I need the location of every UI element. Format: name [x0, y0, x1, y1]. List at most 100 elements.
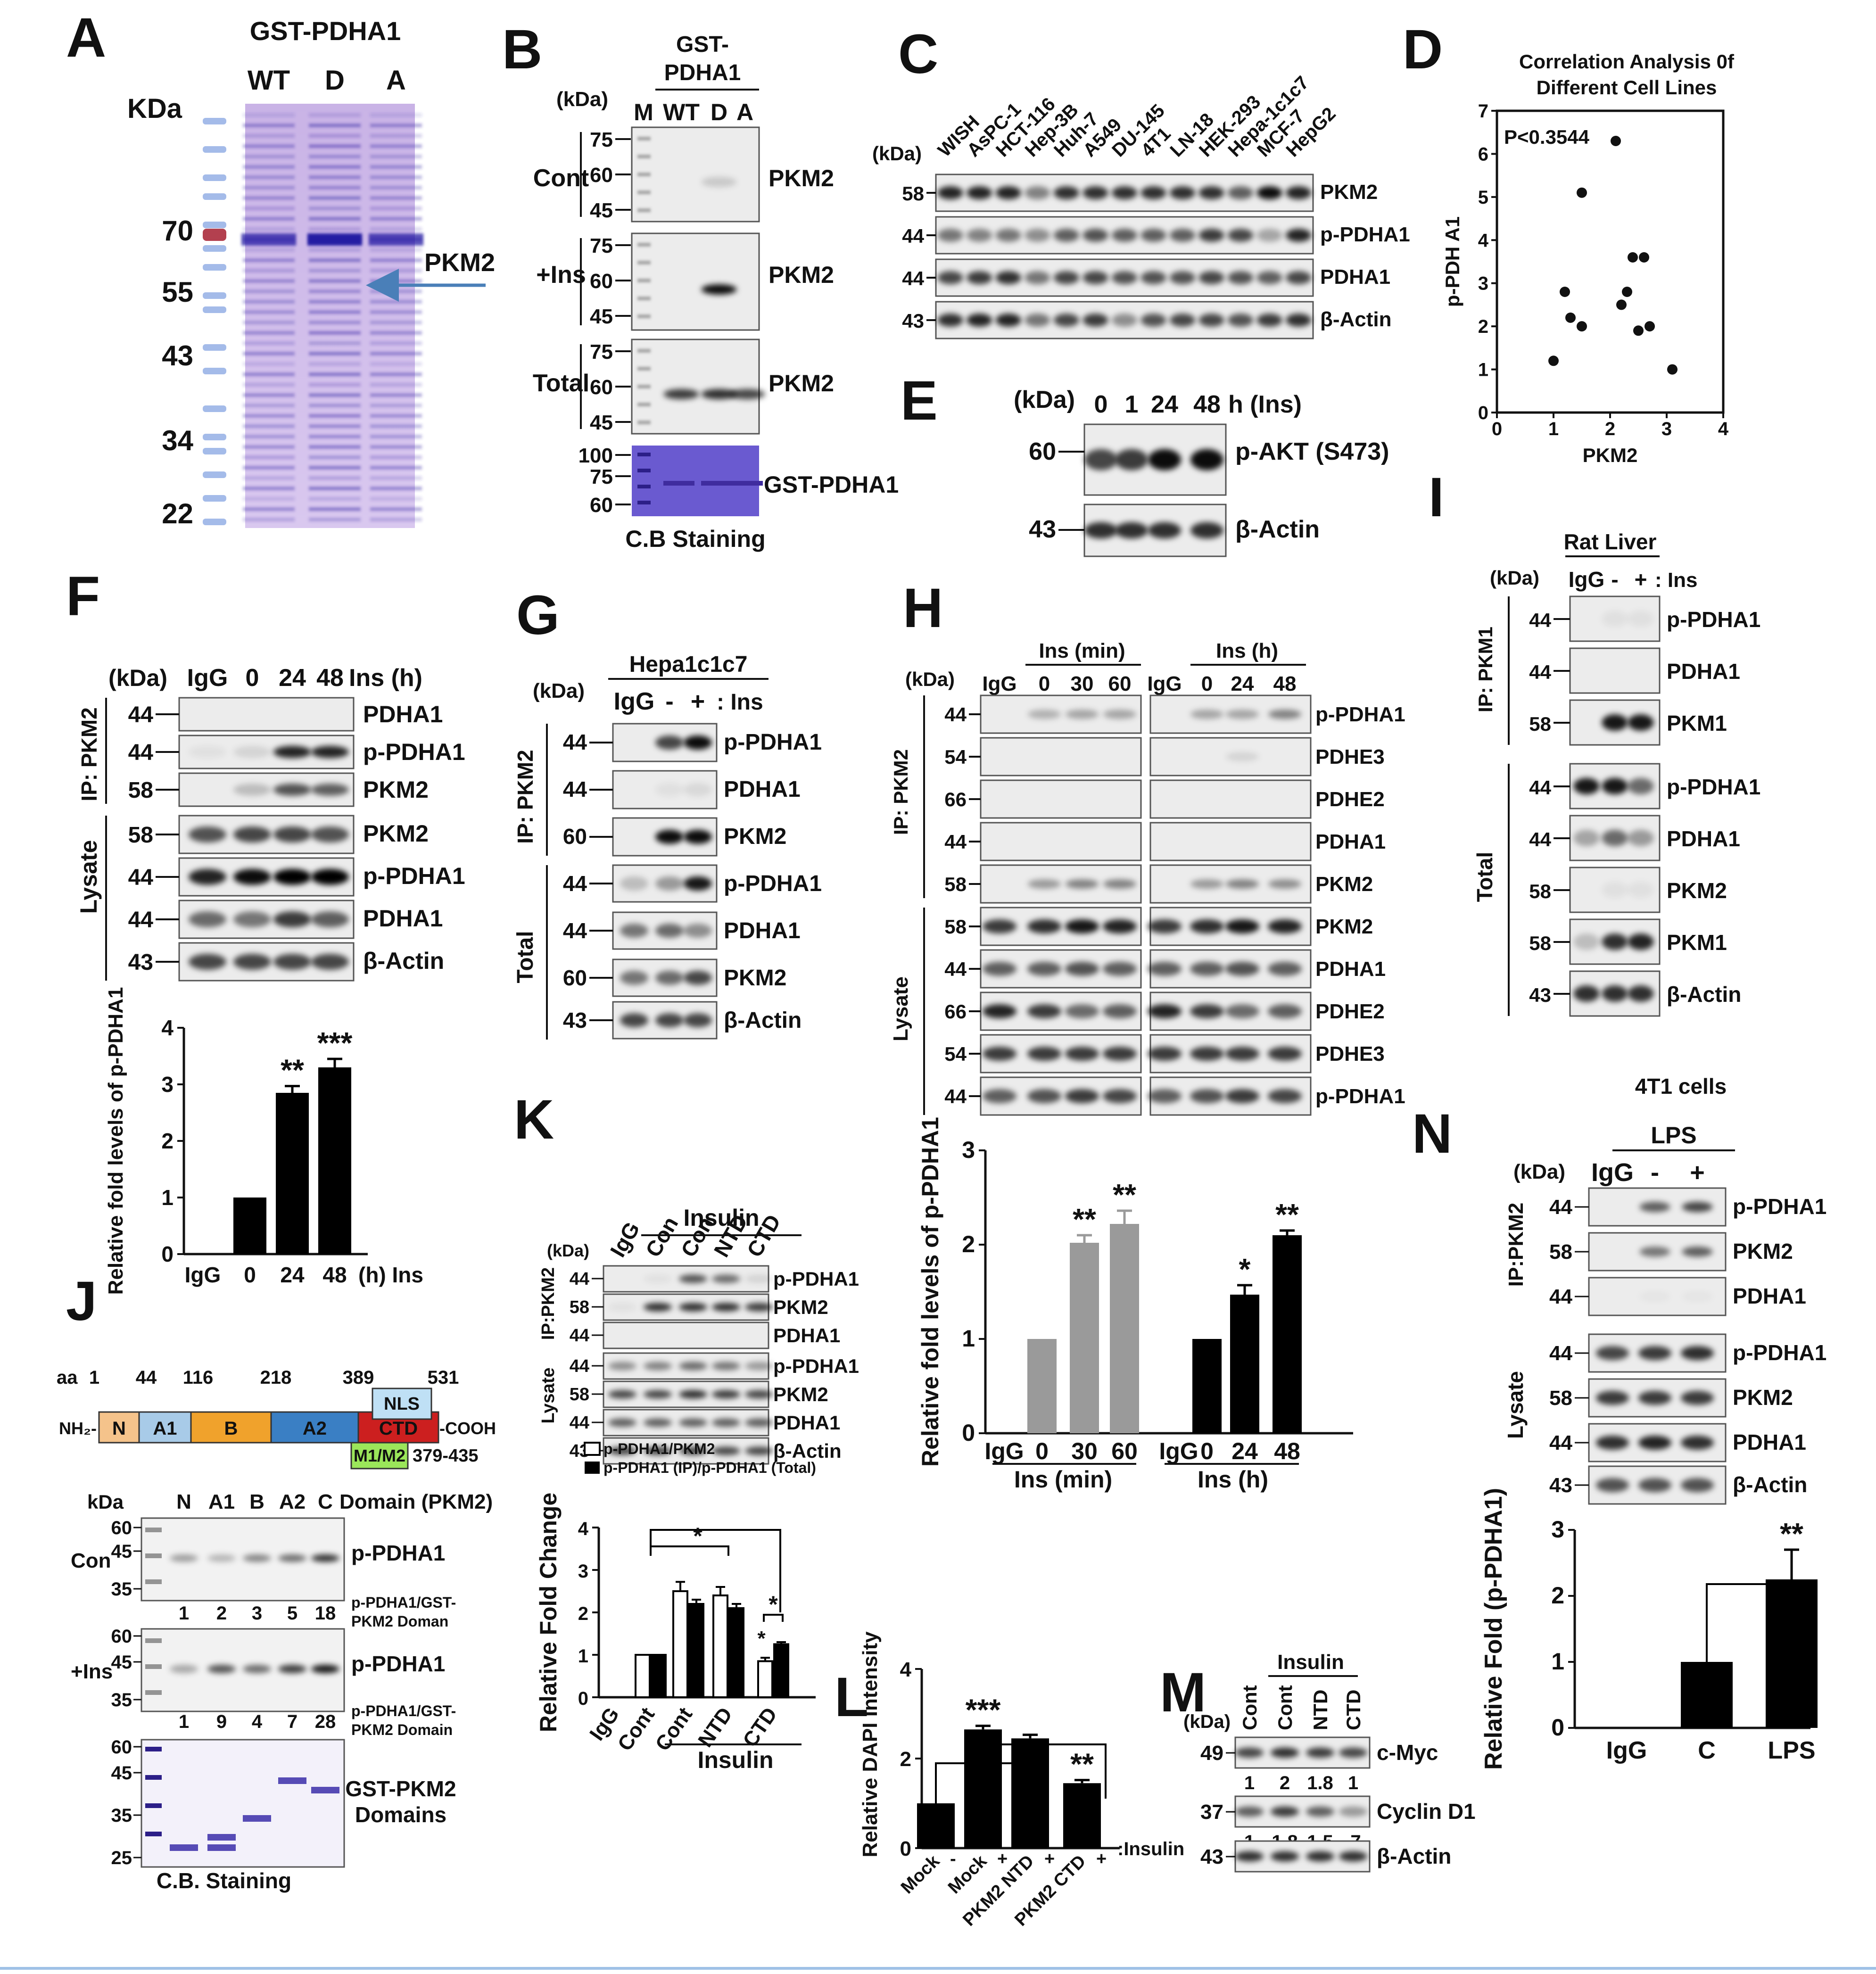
band: [1083, 186, 1108, 199]
band: [1084, 522, 1117, 539]
lane-label: 0: [1039, 672, 1050, 695]
gel-band: [309, 424, 361, 428]
kda-marker: 44: [1529, 609, 1551, 631]
blot-label: PKM2: [1315, 915, 1373, 938]
band: [1640, 1291, 1670, 1302]
gel-band: [370, 383, 422, 387]
ladder-band: [637, 403, 651, 406]
gel-band: [309, 217, 361, 221]
band: [1225, 1047, 1259, 1061]
kda-marker: 44: [944, 1085, 967, 1107]
band: [644, 1274, 672, 1283]
band: [1066, 710, 1099, 719]
scatter-point: [1548, 355, 1559, 366]
kda-marker: 60: [111, 1518, 132, 1538]
gel-band: [309, 518, 361, 521]
gel-band: [243, 248, 295, 252]
unit-label: (kDa): [108, 665, 167, 691]
y-axis-label: Relative Fold Change: [535, 1493, 562, 1732]
gel-band: [243, 134, 295, 138]
kda-marker: 43: [128, 950, 153, 975]
gel-band: [309, 352, 361, 355]
kda-marker: 58: [1529, 713, 1551, 735]
group-label: Ins (min): [1014, 1466, 1112, 1493]
band: [1028, 879, 1061, 889]
lane-label: A: [386, 65, 406, 96]
ladder-band: [145, 1553, 162, 1558]
ladder-band: [637, 261, 651, 264]
unit-label: (kDa): [533, 679, 585, 702]
blot-label: β-Actin: [1235, 516, 1320, 543]
ladder-band: [145, 1747, 162, 1751]
x-tick-label: 3: [1661, 419, 1672, 439]
gel-band: [309, 279, 361, 283]
band: [1638, 1346, 1671, 1360]
y-tick-label: 1: [578, 1646, 588, 1667]
gel-band: [243, 341, 295, 345]
y-tick-label: 1: [161, 1185, 174, 1210]
y-tick-label: 4: [161, 1016, 174, 1040]
significance-mark: **: [1113, 1178, 1136, 1212]
blot-label: PDHA1: [1667, 659, 1740, 684]
gel-band: [207, 1844, 236, 1851]
band: [1228, 229, 1254, 242]
kda-marker: 45: [111, 1541, 132, 1562]
gel-band: [370, 372, 422, 376]
gel-band: [309, 165, 361, 169]
gel-band: [370, 248, 422, 252]
band: [655, 1013, 684, 1027]
band: [273, 911, 311, 927]
band: [1198, 314, 1224, 327]
band: [1065, 1004, 1099, 1018]
gel-band: [309, 113, 361, 117]
gel-band: [309, 445, 361, 449]
blot-label: p-PDHA1: [773, 1355, 859, 1377]
gel-band: [243, 518, 295, 521]
bar: [728, 1607, 744, 1698]
kda-marker: 44: [128, 865, 154, 890]
kda-marker: 60: [590, 376, 613, 399]
gel-band: [370, 466, 422, 470]
band: [684, 830, 712, 844]
band: [1628, 882, 1654, 898]
ip-label: IP: PKM2: [77, 707, 101, 801]
band: [273, 784, 311, 796]
ratio-label: p-PDHA1/GST-: [351, 1594, 456, 1611]
band: [1681, 1478, 1714, 1492]
gel-band: [309, 155, 361, 158]
kda-marker: 70: [162, 215, 193, 247]
kda-marker: 58: [944, 873, 967, 895]
y-tick-label: 2: [1478, 316, 1488, 337]
ip-label: IP:PKM2: [538, 1267, 558, 1340]
band: [620, 876, 648, 891]
ladder-band: [637, 453, 651, 456]
gel-band: [309, 310, 361, 314]
band: [1256, 229, 1282, 242]
scatter-point: [1633, 325, 1644, 336]
y-tick-label: 2: [161, 1129, 174, 1153]
ladder-band: [145, 1528, 162, 1532]
domain-label: B: [224, 1418, 238, 1439]
band: [1065, 919, 1099, 933]
kda-marker: 44: [570, 1326, 589, 1346]
ratio-value: 18: [315, 1603, 336, 1624]
blot-label: β-Actin: [1667, 982, 1741, 1007]
lane-label: CTD: [1342, 1690, 1364, 1730]
ladder-band: [637, 173, 651, 176]
band: [1084, 449, 1117, 471]
domain-label: A1: [153, 1418, 177, 1439]
significance-mark: *: [769, 1591, 778, 1618]
scatter-point: [1628, 252, 1638, 263]
band: [1268, 962, 1302, 976]
band: [1286, 229, 1312, 242]
band: [1083, 271, 1108, 284]
row-label: Con: [71, 1549, 111, 1572]
ladder-band: [203, 245, 226, 252]
kda-marker: 49: [1200, 1742, 1223, 1765]
band: [1103, 1004, 1137, 1018]
ladder-band: [637, 137, 651, 140]
band: [1573, 933, 1600, 950]
blot-label: PDHA1: [1733, 1430, 1806, 1454]
bar: [1011, 1738, 1049, 1848]
lane-label: Domain (PKM2): [339, 1490, 493, 1513]
